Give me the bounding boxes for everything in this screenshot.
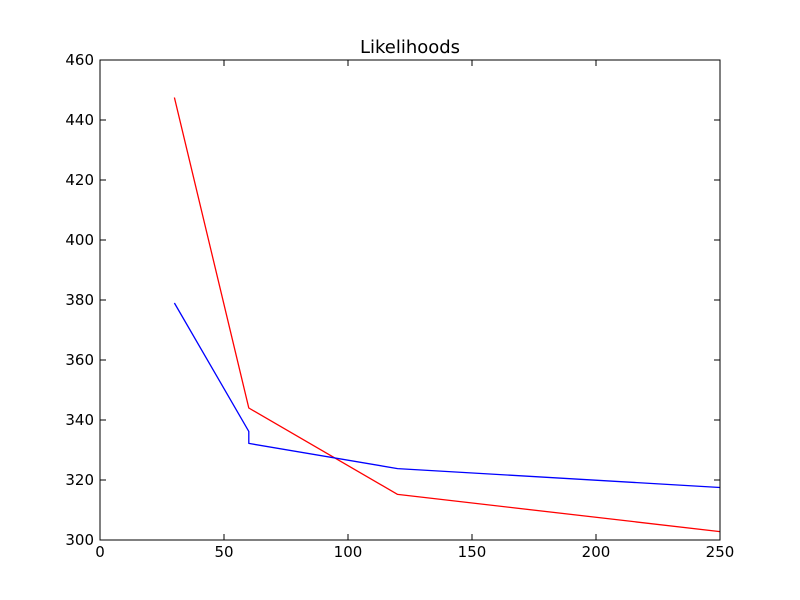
x-tick-label: 150 xyxy=(458,543,487,561)
y-tick-label: 400 xyxy=(65,231,94,249)
series-line-2 xyxy=(173,302,721,489)
axes-frame xyxy=(99,59,721,541)
plot-area xyxy=(173,97,721,533)
y-tick-label: 300 xyxy=(65,531,94,549)
x-axis: 0 50 100 150 200 250 xyxy=(95,60,734,561)
x-tick-label: 50 xyxy=(214,543,233,561)
series-line-1 xyxy=(173,97,721,533)
y-tick-label: 440 xyxy=(65,111,94,129)
y-tick-label: 320 xyxy=(65,471,94,489)
y-tick-label: 340 xyxy=(65,411,94,429)
y-axis: 300 320 340 360 380 400 420 440 460 xyxy=(65,51,720,549)
x-tick-label: 250 xyxy=(706,543,735,561)
y-tick-label: 420 xyxy=(65,171,94,189)
x-tick-label: 0 xyxy=(95,543,105,561)
chart-title: Likelihoods xyxy=(360,37,460,58)
x-tick-label: 100 xyxy=(334,543,363,561)
y-tick-label: 460 xyxy=(65,51,94,69)
x-tick-label: 200 xyxy=(582,543,611,561)
y-tick-label: 380 xyxy=(65,291,94,309)
y-tick-label: 360 xyxy=(65,351,94,369)
